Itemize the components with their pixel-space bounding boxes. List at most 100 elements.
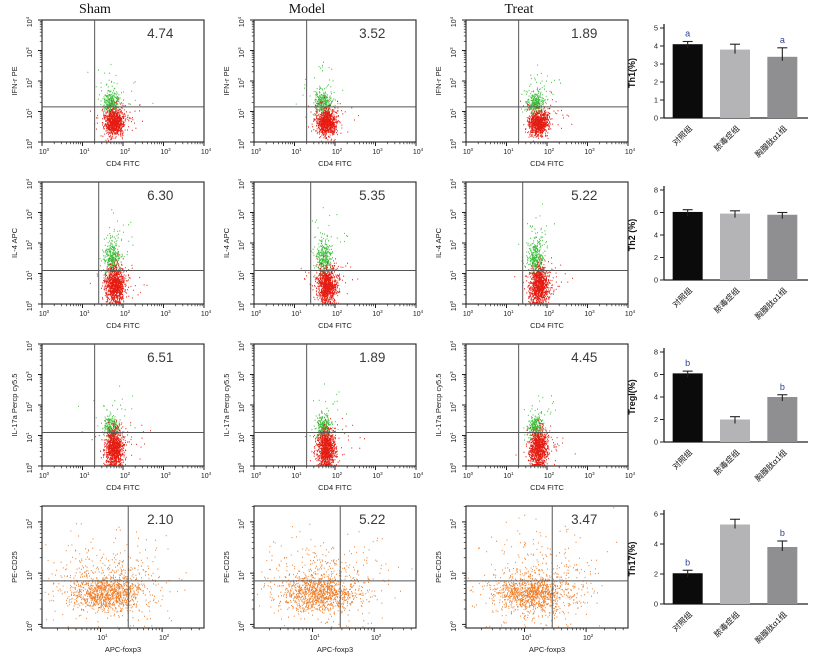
tick-label: 100 (39, 309, 50, 318)
tick-label: 4 (654, 393, 658, 402)
tick-label: 0 (654, 600, 658, 609)
error-bar (777, 211, 788, 219)
flow-plot-svg: 100 101 102 103 104 100 101 102 103 104 CD4 FITC IF… (434, 16, 636, 168)
flow-plot-svg: 101 102 100 101 102 APC-foxp3 PE-CD25 2.10 (10, 505, 205, 654)
tick-label: 100 (39, 471, 50, 480)
tick-label: 4 (654, 540, 658, 549)
tick-label: 101 (79, 471, 90, 480)
column-title-sham: Sham (79, 2, 111, 17)
scatter-points-3 (308, 96, 359, 133)
tick-label: 104 (413, 471, 424, 480)
quadrant-percentage: 2.10 (147, 512, 173, 527)
tick-label: 101 (79, 309, 90, 318)
scatter-points-0 (98, 233, 125, 283)
y-axis-ticks: 100 101 102 (25, 506, 42, 632)
tick-label: 103 (449, 371, 458, 382)
flow-plot-svg: 100 101 102 103 104 100 101 102 103 104 CD4 FITC IL… (434, 340, 636, 492)
x-axis-ticks: 100 101 102 103 104 (463, 142, 636, 156)
y-axis-label: PE-CD25 (10, 551, 19, 583)
x-axis-ticks: 100 101 102 103 104 (251, 304, 424, 318)
bar (767, 397, 798, 442)
scatter-points-1 (521, 64, 561, 111)
x-axis-label: CD4 FITC (106, 321, 140, 330)
tick-label: 101 (25, 570, 34, 581)
tick-label: 102 (25, 518, 34, 529)
scatter-points-3 (81, 422, 151, 466)
tick-label: 104 (201, 471, 212, 480)
category-label: 对照组 (670, 447, 694, 471)
error-bar (777, 47, 788, 61)
tick-label: 101 (25, 270, 34, 281)
y-axis-ticks: 100 101 102 103 104 (237, 178, 254, 311)
tick-label: 102 (544, 471, 555, 480)
scatter-points-0 (48, 567, 167, 627)
tick-label: 102 (371, 633, 382, 642)
y-axis-label: Tregl(%) (627, 379, 637, 415)
bar (672, 44, 703, 119)
tick-label: 104 (25, 16, 34, 27)
column-title-treat: Treat (504, 2, 534, 17)
y-axis-ticks: 100 101 102 103 104 (449, 178, 466, 311)
y-axis-label: Th1(%) (627, 58, 637, 88)
scatter-points-2 (97, 253, 132, 305)
bar-chart-svg: 0 2 4 6 8 Tregl(%) b 对照组 脓毒症组 b 胸腺肽α1组 (627, 348, 808, 483)
tick-label: 103 (160, 309, 171, 318)
tick-label: 100 (463, 471, 474, 480)
tick-label: 100 (25, 462, 34, 473)
scatter-points-0 (269, 560, 383, 626)
tick-label: 102 (332, 147, 343, 156)
x-axis-label: APC-foxp3 (317, 645, 353, 654)
bar-chart-th2: 0 2 4 6 8 Th2 (%) 对照组 脓毒症组 胸腺肽α1组 (624, 174, 814, 345)
tick-label: 2 (654, 570, 658, 579)
tick-label: 100 (449, 300, 458, 311)
sig-letter: a (780, 35, 785, 45)
tick-label: 100 (463, 309, 474, 318)
tick-label: 100 (237, 138, 246, 149)
flow-plot-th17-sham: 100 101 102 103 104 100 101 102 103 104 CD4 FITC IL… (6, 340, 212, 505)
tick-label: 104 (25, 178, 34, 189)
tick-label: 102 (120, 471, 131, 480)
flow-plot-treg-treat: 101 102 100 101 102 APC-foxp3 PE-CD25 3.47 (430, 502, 636, 664)
category-label: 胸腺肽α1组 (753, 609, 789, 645)
tick-label: 104 (449, 178, 458, 189)
sig-letter: b (780, 528, 785, 538)
error-bar (730, 518, 740, 529)
tick-label: 6 (654, 370, 658, 379)
category-label: 对照组 (670, 123, 694, 147)
tick-label: 102 (449, 77, 458, 88)
tick-label: 101 (309, 633, 320, 642)
tick-label: 102 (449, 518, 458, 529)
x-axis-ticks: 101 102 (269, 628, 412, 642)
plot-frame (41, 505, 205, 629)
error-bar (777, 540, 788, 551)
x-axis-label: CD4 FITC (318, 159, 352, 168)
y-axis-ticks: 100 101 102 103 104 (25, 16, 42, 149)
quadrant-percentage: 6.30 (147, 188, 173, 203)
scatter-points-0 (469, 567, 588, 625)
y-axis-ticks: 100 101 102 103 104 (449, 16, 466, 149)
category-label: 脓毒症组 (712, 285, 742, 315)
tick-label: 102 (237, 77, 246, 88)
tick-label: 6 (654, 208, 658, 217)
tick-label: 2 (654, 415, 658, 424)
quadrant-percentage: 3.52 (359, 26, 385, 41)
flow-plot-th2-treat: 100 101 102 103 104 100 101 102 103 104 CD4 FITC IL… (430, 178, 636, 343)
quadrant-percentage: 4.45 (571, 350, 597, 365)
x-axis-label: APC-foxp3 (529, 645, 565, 654)
tick-label: 102 (332, 309, 343, 318)
tick-label: 101 (237, 108, 246, 119)
bar (720, 419, 750, 442)
tick-label: 8 (654, 348, 658, 357)
tick-label: 102 (25, 239, 34, 250)
flow-plot-th2-sham: 100 101 102 103 104 100 101 102 103 104 CD4 FITC IL… (6, 178, 212, 343)
tick-label: 100 (25, 138, 34, 149)
bar (672, 573, 703, 604)
flow-plot-svg: 101 102 100 101 102 APC-foxp3 PE-CD25 3.47 (434, 505, 629, 654)
error-bar (730, 43, 740, 54)
category-label: 脓毒症组 (712, 123, 742, 153)
flow-plot-svg: 100 101 102 103 104 100 101 102 103 104 CD4 FITC IF… (10, 16, 212, 168)
category-label: 胸腺肽α1组 (753, 447, 789, 483)
error-bar (682, 209, 693, 216)
x-axis-label: CD4 FITC (106, 159, 140, 168)
x-axis-ticks: 100 101 102 103 104 (463, 304, 636, 318)
